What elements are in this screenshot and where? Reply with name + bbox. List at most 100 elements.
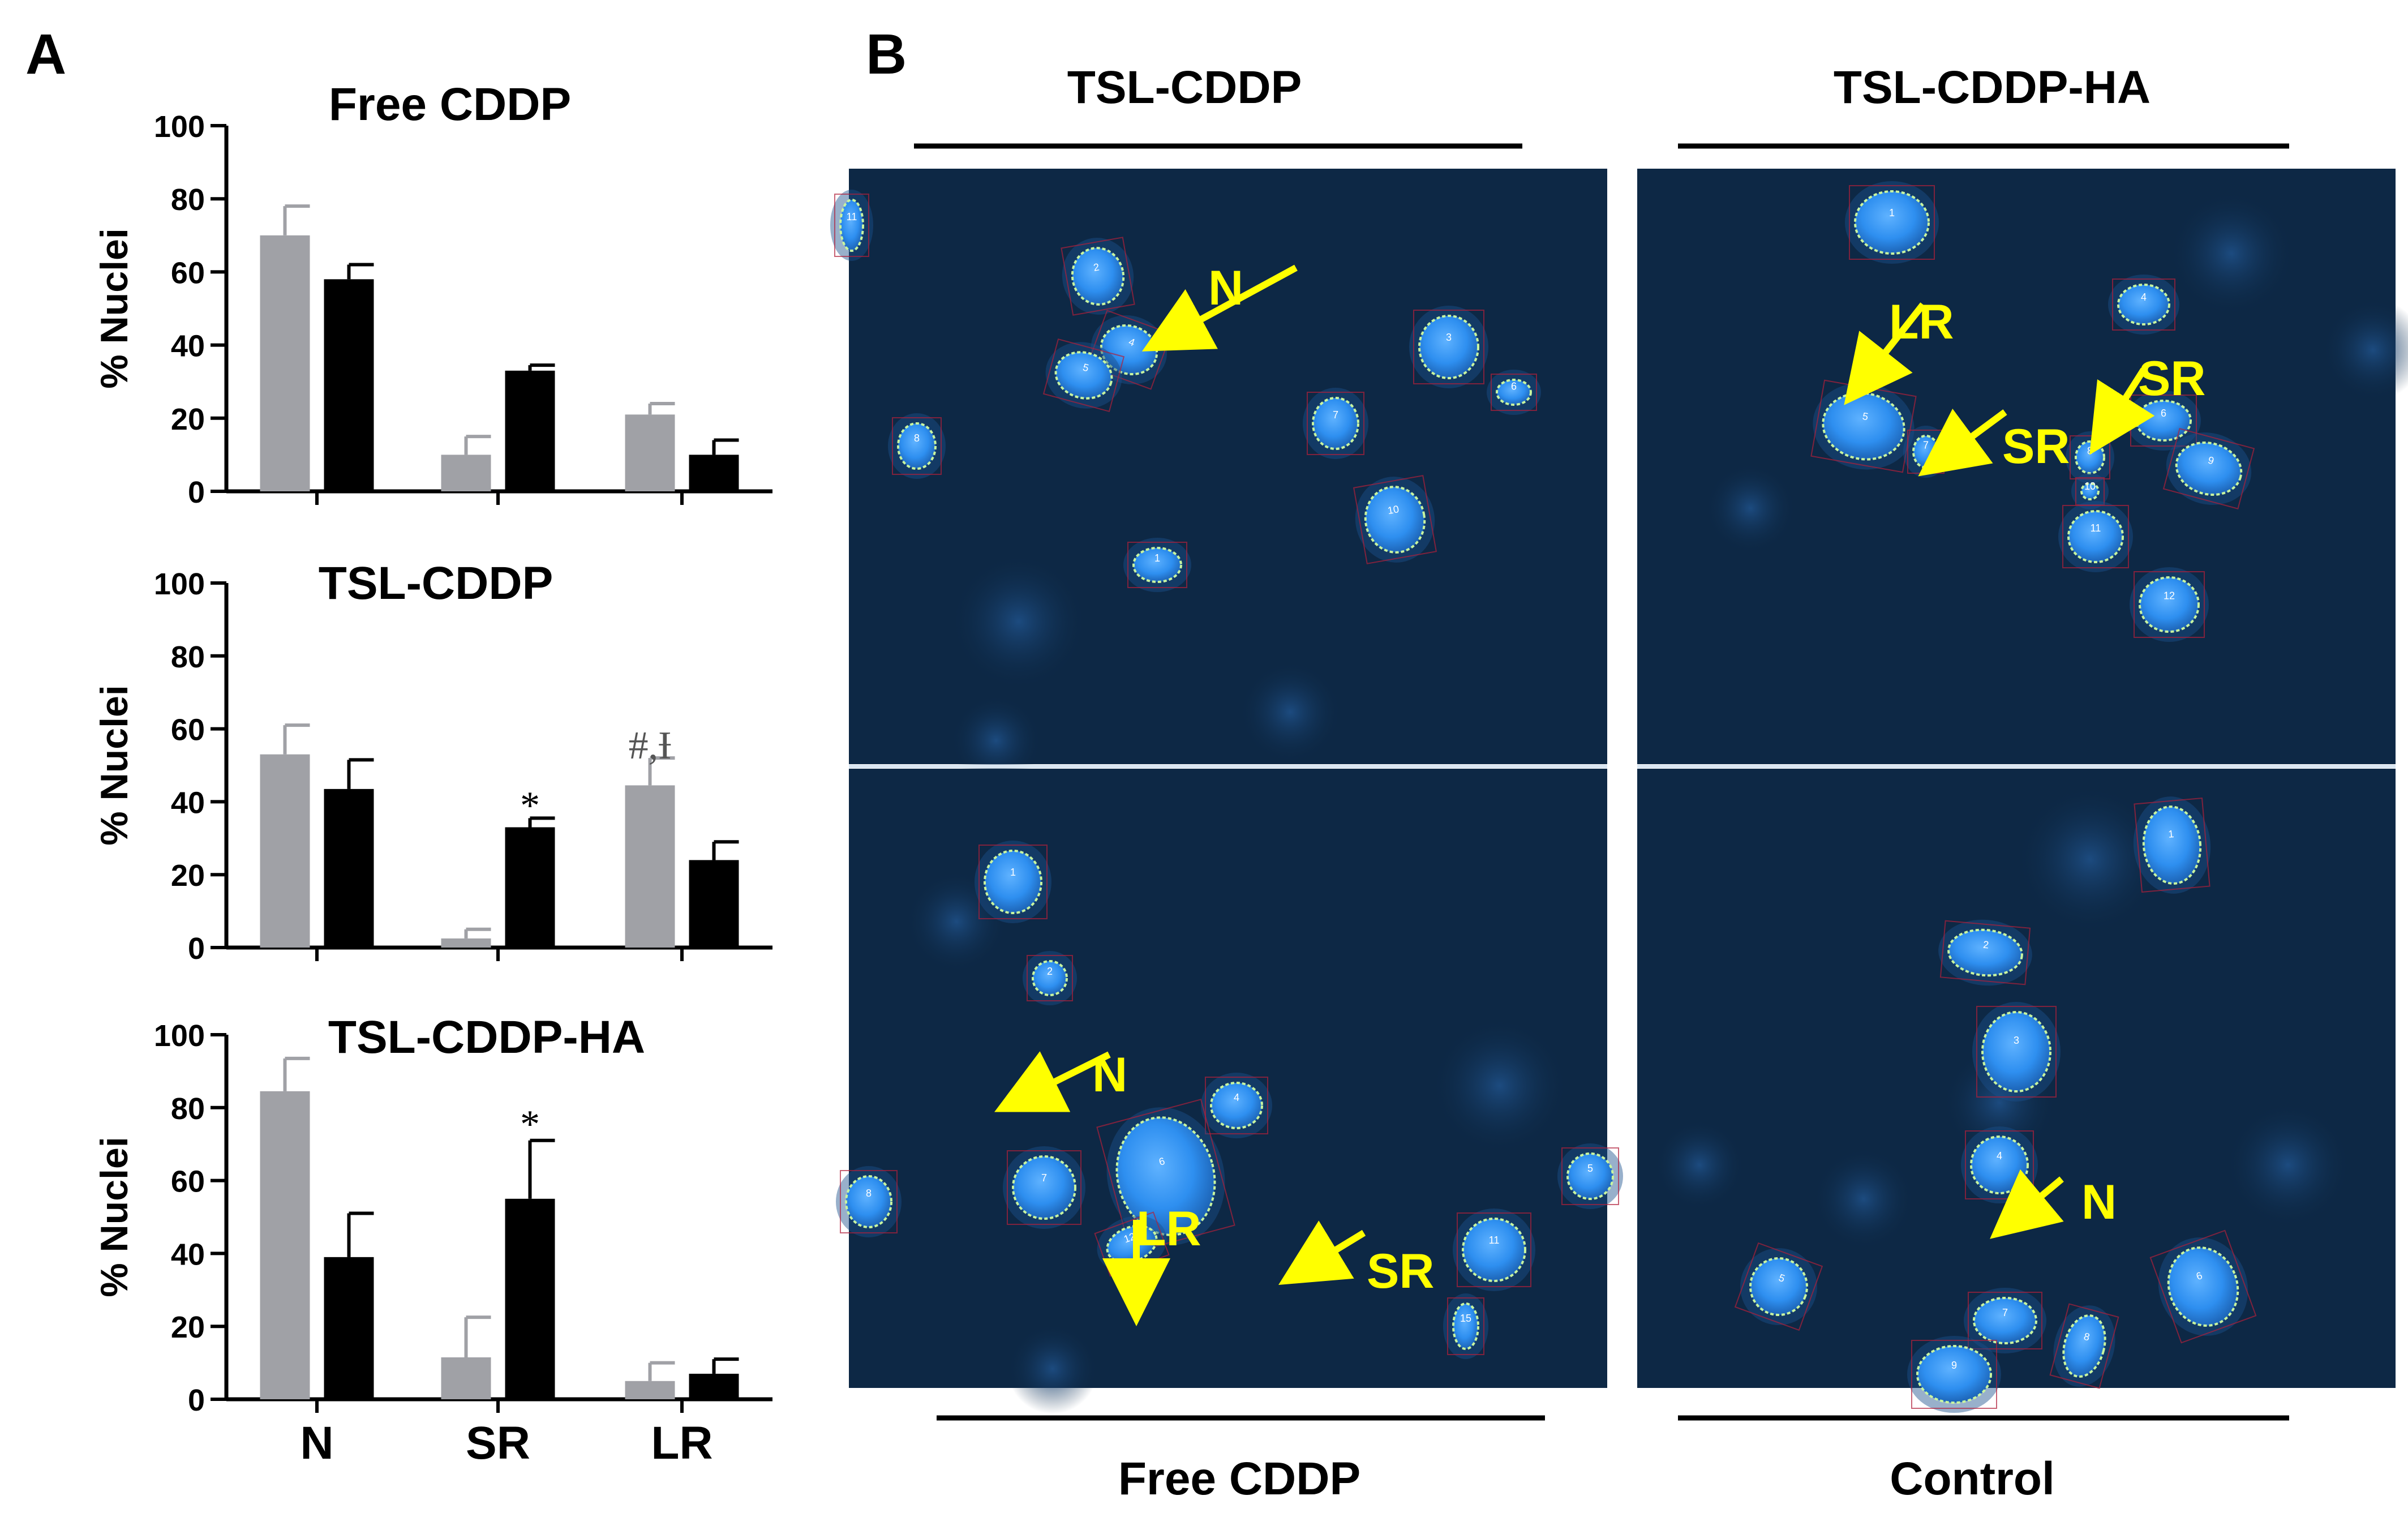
- nucleus: 7: [1903, 426, 1948, 478]
- nucleus-body: [1981, 1011, 2051, 1092]
- nucleus-bounding-box: [1353, 475, 1437, 564]
- nucleus: 10: [1353, 475, 1437, 564]
- bar: [625, 1381, 675, 1399]
- top-label-tsl-cddp: TSL-CDDP: [1067, 62, 1302, 113]
- bar: [689, 455, 739, 491]
- background-haze: [951, 554, 1087, 689]
- nucleus-body: [1854, 190, 1930, 255]
- nucleus-id-label: 5: [1861, 410, 1869, 422]
- nucleus-id-label: 2: [1982, 939, 1989, 951]
- nucleus: 9: [2162, 428, 2255, 509]
- nucleus: 5: [1557, 1143, 1623, 1209]
- nucleus: 3: [1972, 1002, 2061, 1102]
- panel-b-label: B: [866, 23, 907, 86]
- background-haze: [2226, 1103, 2350, 1227]
- nucleus: 11: [2058, 501, 2133, 572]
- nucleus-id-label: 1: [1154, 552, 1160, 564]
- nucleus-id-label: 12: [2164, 590, 2175, 601]
- charts-root: Free CDDP % Nuclei 0 20 40 60 80 100 TSL-CDDP % N…: [93, 79, 772, 1469]
- nucleus-bounding-box: [1939, 920, 2031, 985]
- nucleus-id-label: 1: [1010, 867, 1016, 878]
- nucleus-body: [2062, 1314, 2106, 1378]
- y-tick-label: 0: [188, 932, 205, 966]
- bar: [324, 1257, 374, 1399]
- y-tick-label: 0: [188, 475, 205, 509]
- nucleus-id-label: 7: [1333, 409, 1338, 421]
- nucleus-id-label: 7: [1923, 439, 1929, 451]
- nucleus-id-label: 4: [2141, 292, 2147, 303]
- nucleus-id-label: 5: [1587, 1163, 1593, 1174]
- nucleus-id-label: 2: [1047, 966, 1053, 977]
- nucleus-id-label: 15: [1460, 1313, 1471, 1324]
- nucleus-body: [1916, 1345, 1992, 1404]
- nucleus: 11: [830, 190, 873, 261]
- nucleus-body: [897, 422, 937, 470]
- nucleus-body: [2142, 805, 2202, 885]
- bar: [260, 1091, 310, 1399]
- nucleus-bounding-box: [1042, 338, 1125, 413]
- nucleus: 6: [1096, 1099, 1235, 1254]
- nucleus-bounding-box: [1457, 1212, 1531, 1287]
- nucleus: 6: [1487, 370, 1541, 415]
- nucleus: 2: [1938, 919, 2032, 986]
- nucleus-id-label: 7: [1041, 1172, 1047, 1184]
- annotation-label: LR: [1136, 1202, 1201, 1256]
- nucleus-bounding-box: [1096, 1099, 1235, 1254]
- nucleus-body: [1566, 1152, 1614, 1200]
- nucleus-bounding-box: [1027, 955, 1073, 1001]
- x-tick-label: N: [300, 1417, 333, 1469]
- nucleus-body: [984, 850, 1042, 914]
- chart-title: TSL-CDDP: [319, 558, 553, 609]
- nucleus-body: [2067, 510, 2124, 563]
- nucleus-body: [2139, 576, 2200, 633]
- nucleus-id-label: 6: [1511, 381, 1517, 392]
- nucleus: 2: [1061, 237, 1135, 316]
- nucleus-id-label: 4: [1234, 1092, 1239, 1103]
- nucleus: 1: [2133, 796, 2211, 894]
- panel-a-label: A: [25, 23, 66, 86]
- nucleus-bounding-box: [1734, 1242, 1823, 1331]
- micrograph-background: [849, 169, 1607, 764]
- nucleus-body: [839, 199, 864, 252]
- y-tick-label: 20: [171, 1310, 205, 1344]
- nucleus-id-label: 11: [847, 211, 857, 222]
- nucleus-bounding-box: [2112, 278, 2175, 331]
- nucleus-bounding-box: [1205, 1077, 1268, 1134]
- nucleus-body: [2117, 284, 2170, 325]
- nucleus-id-label: 9: [2207, 455, 2215, 467]
- nucleus-body: [1822, 392, 1905, 461]
- y-tick-label: 80: [171, 640, 205, 674]
- nucleus-bounding-box: [2049, 1303, 2119, 1389]
- nucleus-bounding-box: [1086, 310, 1172, 390]
- nucleus-body: [1115, 1116, 1216, 1236]
- nucleus: 7: [1303, 388, 1368, 459]
- y-tick-label: 60: [171, 1165, 205, 1199]
- x-tick-label: LR: [651, 1417, 712, 1469]
- annotation-arrow: [2089, 367, 2155, 455]
- bar: [625, 414, 675, 491]
- background-haze: [1654, 1120, 1745, 1210]
- nucleus: 1: [1845, 181, 1939, 264]
- nucleus-bounding-box: [2134, 571, 2205, 638]
- chart-title: TSL-CDDP-HA: [328, 1012, 645, 1063]
- y-tick-label: 20: [171, 859, 205, 893]
- y-tick-label: 20: [171, 402, 205, 436]
- bar: [324, 279, 374, 491]
- bar: [324, 789, 374, 948]
- annotation-label: N: [1208, 261, 1243, 315]
- bar: [441, 938, 491, 948]
- nucleus: 1: [975, 841, 1051, 923]
- annotation-label: N: [1092, 1048, 1127, 1102]
- micrograph-control: 1 2 3 4 5 6 7 8 9 N: [1637, 769, 2396, 1413]
- annotation-arrow: [1141, 264, 1298, 352]
- bar: [625, 785, 675, 948]
- background-haze: [2016, 786, 2164, 933]
- y-tick-label: 40: [171, 786, 205, 820]
- nucleus-bounding-box: [2149, 1229, 2257, 1344]
- nucleus: 15: [1443, 1293, 1488, 1359]
- nucleus-id-label: 3: [1446, 332, 1452, 343]
- chart-0: Free CDDP % Nuclei 0 20 40 60 80 100: [93, 79, 772, 509]
- nucleus-bounding-box: [1976, 1006, 2057, 1098]
